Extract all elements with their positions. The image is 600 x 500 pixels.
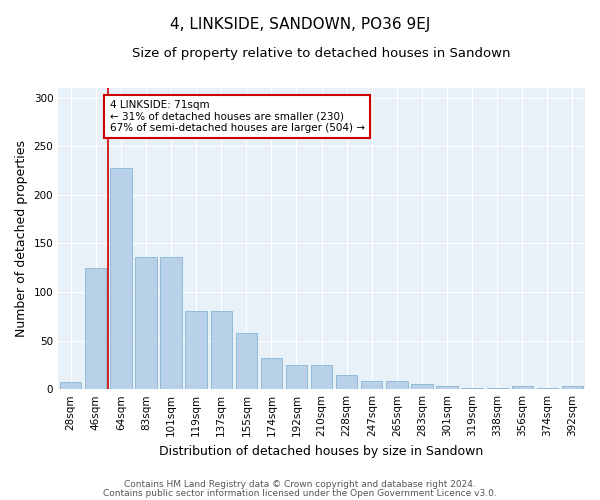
Text: Contains HM Land Registry data © Crown copyright and database right 2024.: Contains HM Land Registry data © Crown c… bbox=[124, 480, 476, 489]
Bar bbox=[537, 388, 558, 389]
Bar bbox=[236, 333, 257, 389]
Bar bbox=[261, 358, 282, 389]
Text: 4 LINKSIDE: 71sqm
← 31% of detached houses are smaller (230)
67% of semi-detache: 4 LINKSIDE: 71sqm ← 31% of detached hous… bbox=[110, 100, 365, 133]
Bar bbox=[110, 168, 131, 389]
Bar bbox=[562, 386, 583, 389]
Bar bbox=[286, 365, 307, 389]
Bar bbox=[386, 382, 407, 389]
Bar bbox=[85, 268, 106, 389]
Text: Contains public sector information licensed under the Open Government Licence v3: Contains public sector information licen… bbox=[103, 488, 497, 498]
Bar bbox=[436, 386, 458, 389]
Bar bbox=[60, 382, 82, 389]
Text: 4, LINKSIDE, SANDOWN, PO36 9EJ: 4, LINKSIDE, SANDOWN, PO36 9EJ bbox=[170, 18, 430, 32]
Y-axis label: Number of detached properties: Number of detached properties bbox=[15, 140, 28, 337]
Bar bbox=[512, 386, 533, 389]
Bar bbox=[185, 312, 207, 389]
X-axis label: Distribution of detached houses by size in Sandown: Distribution of detached houses by size … bbox=[160, 444, 484, 458]
Bar bbox=[211, 312, 232, 389]
Bar bbox=[411, 384, 433, 389]
Bar bbox=[487, 388, 508, 389]
Bar bbox=[336, 374, 358, 389]
Bar bbox=[136, 257, 157, 389]
Bar bbox=[311, 365, 332, 389]
Bar bbox=[461, 388, 483, 389]
Bar bbox=[361, 382, 382, 389]
Title: Size of property relative to detached houses in Sandown: Size of property relative to detached ho… bbox=[133, 48, 511, 60]
Bar bbox=[160, 257, 182, 389]
